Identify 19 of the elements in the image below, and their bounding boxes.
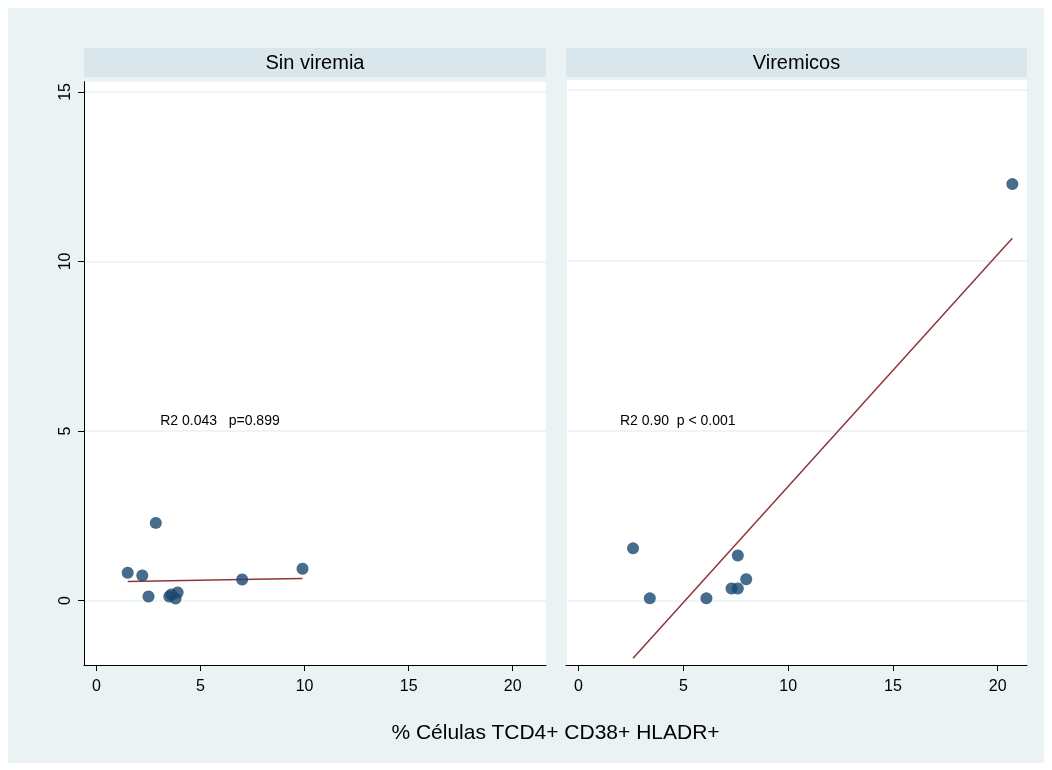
- x-tick-label: 10: [779, 676, 798, 694]
- x-tick-label: 10: [295, 676, 314, 694]
- x-tick-label: 5: [196, 676, 206, 694]
- x-tick-label: 0: [574, 676, 584, 694]
- x-tick-label: 15: [399, 676, 418, 694]
- annotation: R2 0.043 p=0.899: [160, 412, 280, 428]
- x-tick-label: 15: [883, 676, 902, 694]
- y-tick-label: 10: [55, 252, 73, 271]
- y-tick-label: 0: [55, 596, 73, 606]
- x-tick-label: 20: [988, 676, 1007, 694]
- y-tick-label: 15: [55, 82, 73, 101]
- x-tick-label: 0: [92, 676, 102, 694]
- x-tick-label: 5: [678, 676, 688, 694]
- annotation: R2 0.90 p < 0.001: [619, 412, 736, 428]
- y-tick-label: 5: [55, 426, 73, 436]
- x-tick-label: 20: [503, 676, 522, 694]
- chart-title: Viremicos: [566, 48, 1027, 77]
- x-axis-title: % Células TCD4+ CD38+ HLADR+: [390, 720, 721, 744]
- chart-title: Sin viremia: [84, 48, 546, 77]
